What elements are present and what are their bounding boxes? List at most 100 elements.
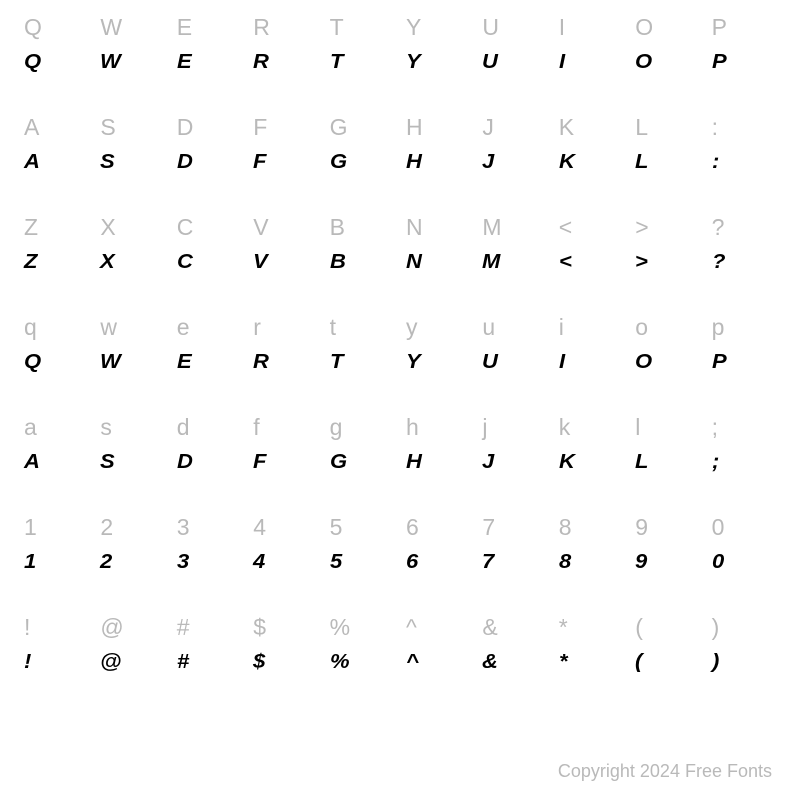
glyph-cell: )) [706, 612, 782, 712]
glyph-cell: SS [94, 112, 170, 212]
glyph-cell: 44 [247, 512, 323, 612]
glyph-cell: 55 [324, 512, 400, 612]
font-glyph: N [406, 252, 421, 272]
glyph-cell: 22 [94, 512, 170, 612]
reference-character: t [330, 312, 336, 342]
font-glyph: Q [24, 352, 41, 372]
font-glyph: X [100, 252, 114, 272]
font-glyph: ( [635, 652, 642, 672]
reference-character: f [253, 412, 259, 442]
font-glyph: * [559, 652, 567, 672]
reference-character: G [330, 112, 348, 142]
glyph-cell: II [553, 12, 629, 112]
font-glyph: J [482, 452, 494, 472]
reference-character: 9 [635, 512, 648, 542]
font-glyph: 5 [330, 552, 342, 572]
font-glyph: 2 [100, 552, 112, 572]
reference-character: q [24, 312, 37, 342]
glyph-cell: TT [324, 12, 400, 112]
font-glyph: R [253, 52, 268, 72]
reference-character: 3 [177, 512, 190, 542]
glyph-cell: && [476, 612, 552, 712]
copyright-text: Copyright 2024 Free Fonts [558, 761, 772, 782]
font-glyph: 0 [712, 552, 724, 572]
reference-character: T [330, 12, 344, 42]
reference-character: e [177, 312, 190, 342]
glyph-cell: UU [476, 12, 552, 112]
font-glyph: O [635, 52, 652, 72]
font-glyph: E [177, 352, 191, 372]
reference-character: s [100, 412, 112, 442]
reference-character: Z [24, 212, 38, 242]
font-glyph: $ [253, 652, 265, 672]
font-glyph: > [635, 252, 647, 272]
font-glyph: ) [712, 652, 719, 672]
glyph-cell: JJ [476, 112, 552, 212]
font-glyph: 7 [482, 552, 494, 572]
glyph-cell: PP [706, 12, 782, 112]
reference-character: L [635, 112, 648, 142]
font-glyph: W [100, 52, 120, 72]
font-glyph: G [330, 452, 347, 472]
font-glyph: H [406, 152, 421, 172]
glyph-cell: << [553, 212, 629, 312]
glyph-cell: MM [476, 212, 552, 312]
reference-character: @ [100, 612, 123, 642]
font-glyph: 8 [559, 552, 571, 572]
glyph-cell: gG [324, 412, 400, 512]
glyph-cell: GG [324, 112, 400, 212]
reference-character: $ [253, 612, 266, 642]
font-glyph: : [712, 152, 719, 172]
font-glyph: S [100, 452, 114, 472]
reference-character: : [712, 112, 718, 142]
reference-character: i [559, 312, 564, 342]
font-glyph: % [330, 652, 349, 672]
reference-character: O [635, 12, 653, 42]
font-glyph: D [177, 452, 192, 472]
glyph-cell: 00 [706, 512, 782, 612]
reference-character: ! [24, 612, 30, 642]
font-glyph: I [559, 352, 565, 372]
reference-character: 6 [406, 512, 419, 542]
reference-character: I [559, 12, 565, 42]
reference-character: ( [635, 612, 643, 642]
font-glyph: P [712, 52, 726, 72]
glyph-cell: :: [706, 112, 782, 212]
glyph-cell: ZZ [18, 212, 94, 312]
glyph-cell: VV [247, 212, 323, 312]
font-glyph: F [253, 452, 266, 472]
font-glyph: 9 [635, 552, 647, 572]
font-glyph: S [100, 152, 114, 172]
glyph-cell: AA [18, 112, 94, 212]
reference-character: J [482, 112, 494, 142]
font-glyph: D [177, 152, 192, 172]
reference-character: V [253, 212, 268, 242]
font-glyph: K [559, 152, 574, 172]
font-glyph: ? [712, 252, 725, 272]
reference-character: % [330, 612, 350, 642]
font-glyph: 4 [253, 552, 265, 572]
reference-character: 1 [24, 512, 37, 542]
font-glyph: T [330, 52, 343, 72]
reference-character: R [253, 12, 270, 42]
reference-character: 2 [100, 512, 113, 542]
glyph-cell: KK [553, 112, 629, 212]
glyph-cell: ## [171, 612, 247, 712]
glyph-cell: kK [553, 412, 629, 512]
glyph-cell: tT [324, 312, 400, 412]
font-glyph: M [482, 252, 500, 272]
glyph-cell: BB [324, 212, 400, 312]
glyph-cell: dD [171, 412, 247, 512]
reference-character: C [177, 212, 194, 242]
reference-character: d [177, 412, 190, 442]
font-glyph: U [482, 52, 497, 72]
reference-character: Q [24, 12, 42, 42]
glyph-cell: HH [400, 112, 476, 212]
font-glyph: H [406, 452, 421, 472]
reference-character: F [253, 112, 267, 142]
font-glyph: O [635, 352, 652, 372]
reference-character: o [635, 312, 648, 342]
font-glyph: K [559, 452, 574, 472]
glyph-cell: iI [553, 312, 629, 412]
glyph-cell: pP [706, 312, 782, 412]
